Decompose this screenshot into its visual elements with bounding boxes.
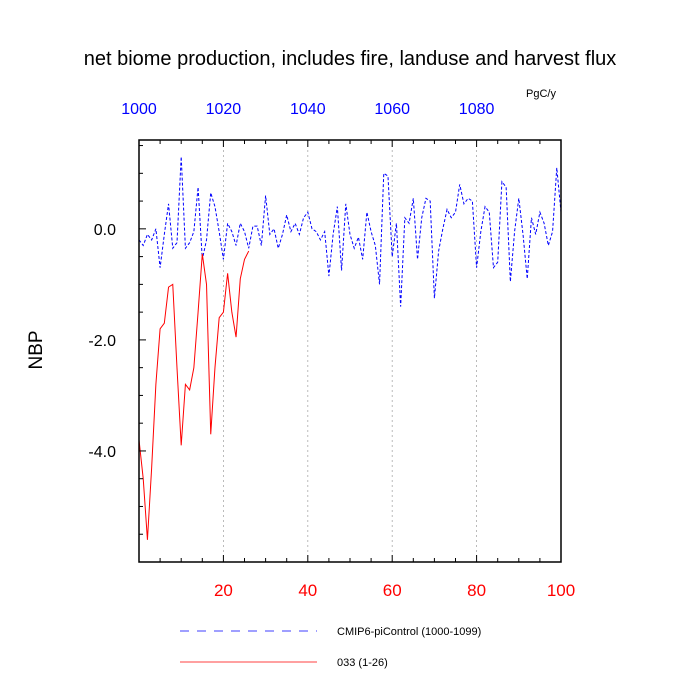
- plot-frame: [138, 139, 562, 563]
- x-bottom-tick-label: 40: [298, 581, 317, 600]
- x-bottom-tick-label: 80: [467, 581, 486, 600]
- x-top-tick-label: 1080: [459, 101, 495, 118]
- x-bottom-tick-label: 100: [547, 581, 575, 600]
- series-line-control: [138, 156, 562, 307]
- legend-label-experiment: 033 (1-26): [337, 657, 388, 669]
- y-tick-label: -4.0: [88, 444, 116, 461]
- x-top-tick-label: 1040: [290, 101, 326, 118]
- chart-title: net biome production, includes fire, lan…: [84, 48, 617, 70]
- legend: CMIP6-piControl (1000-1099) 033 (1-26): [180, 626, 481, 669]
- units-label: PgC/y: [526, 88, 556, 100]
- grid-lines: [222, 140, 478, 562]
- y-tick-label: 0.0: [94, 222, 116, 239]
- y-tick-label: -2.0: [88, 333, 116, 350]
- series-group: [138, 156, 562, 540]
- axes-group: 20 40 60 80 100 1000 1020 1040 1060 1080 0.0 -2.0 -4…: [88, 101, 575, 600]
- x-bottom-tick-label: 60: [383, 581, 402, 600]
- legend-label-control: CMIP6-piControl (1000-1099): [337, 626, 481, 638]
- y-axis-label: NBP: [26, 330, 47, 369]
- x-top-tick-label: 1060: [374, 101, 410, 118]
- x-top-tick-label: 1020: [206, 101, 242, 118]
- x-bottom-tick-label: 20: [214, 581, 233, 600]
- x-top-tick-label: 1000: [121, 101, 157, 118]
- series-line-experiment: [138, 250, 250, 540]
